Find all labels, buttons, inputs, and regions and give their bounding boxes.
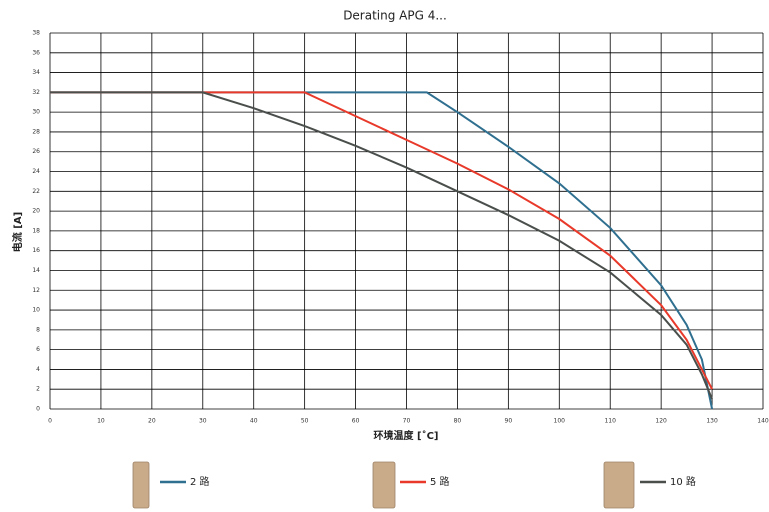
x-tick-label: 50 xyxy=(301,418,309,425)
y-tick-label: 36 xyxy=(32,49,40,56)
x-tick-label: 80 xyxy=(454,418,462,425)
y-tick-label: 38 xyxy=(32,30,40,37)
y-tick-label: 30 xyxy=(32,109,40,116)
y-tick-label: 0 xyxy=(36,406,40,413)
x-tick-label: 100 xyxy=(554,418,566,425)
x-tick-label: 0 xyxy=(48,418,52,425)
y-tick-label: 26 xyxy=(32,148,40,155)
y-axis-label: 电流 [A] xyxy=(11,212,24,252)
series-line xyxy=(50,91,714,410)
x-tick-label: 70 xyxy=(403,418,411,425)
series-line xyxy=(50,91,713,390)
x-tick-label: 90 xyxy=(505,418,513,425)
x-tick-label: 40 xyxy=(250,418,258,425)
y-tick-label: 18 xyxy=(32,227,40,234)
legend-icons xyxy=(132,461,635,509)
y-tick-label: 22 xyxy=(32,188,40,195)
y-tick-label: 6 xyxy=(36,346,40,353)
x-tick-label: 20 xyxy=(148,418,156,425)
legend-label: 2 路 xyxy=(190,475,210,488)
x-tick-label: 30 xyxy=(199,418,207,425)
y-tick-label: 4 xyxy=(36,366,40,373)
x-tick-label: 10 xyxy=(97,418,105,425)
y-tick-label: 34 xyxy=(32,69,40,76)
chart-title: Derating APG 4... xyxy=(343,9,447,23)
y-tick-label: 10 xyxy=(32,307,40,314)
y-tick-label: 14 xyxy=(32,267,40,274)
y-tick-label: 32 xyxy=(32,89,40,96)
x-tick-label: 60 xyxy=(352,418,360,425)
x-tick-label: 140 xyxy=(757,418,769,425)
series-line xyxy=(50,91,713,400)
y-tick-label: 28 xyxy=(32,128,40,135)
y-tick-label: 8 xyxy=(36,326,40,333)
y-tick-label: 20 xyxy=(32,208,40,215)
y-tick-label: 12 xyxy=(32,287,40,294)
y-tick-label: 2 xyxy=(36,386,40,393)
legend-label: 5 路 xyxy=(430,475,450,488)
x-tick-label: 120 xyxy=(655,418,667,425)
legend-label: 10 路 xyxy=(670,475,696,488)
x-tick-label: 110 xyxy=(604,418,616,425)
x-axis-label: 环境温度 [˚C] xyxy=(374,429,439,442)
y-tick-label: 16 xyxy=(32,247,40,254)
y-tick-label: 24 xyxy=(32,168,40,175)
x-tick-label: 130 xyxy=(706,418,718,425)
